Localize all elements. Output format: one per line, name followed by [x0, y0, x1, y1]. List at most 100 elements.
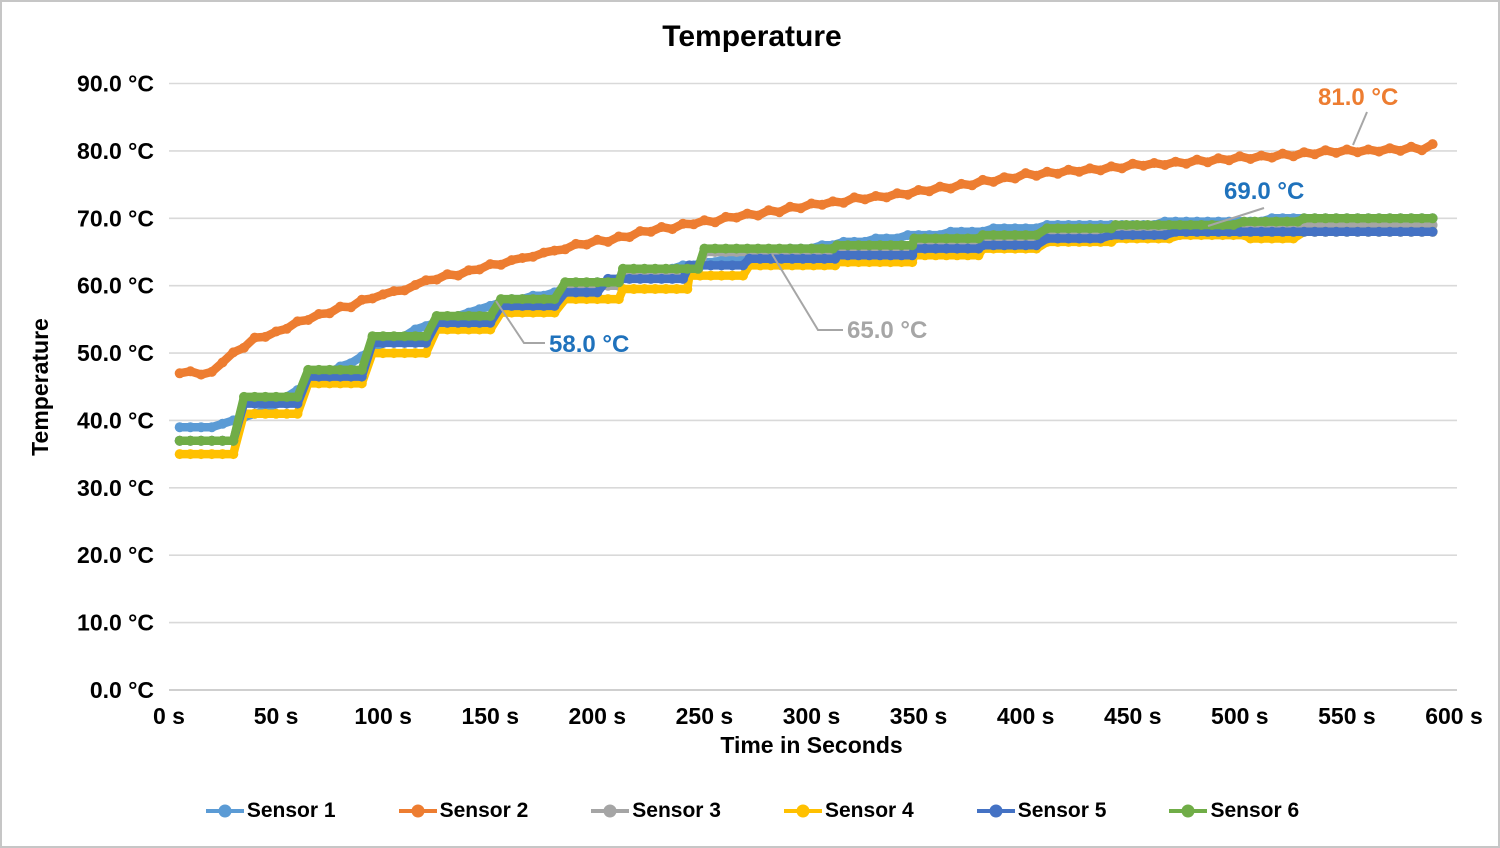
- data-point-marker: [292, 391, 303, 402]
- data-point-marker: [367, 331, 378, 342]
- data-point-marker: [442, 269, 453, 280]
- y-tick-label: 90.0 °C: [77, 71, 154, 97]
- data-point-marker: [388, 331, 399, 342]
- data-point-marker: [174, 368, 185, 379]
- data-point-marker: [1020, 240, 1031, 251]
- data-point-marker: [335, 364, 346, 375]
- data-point-marker: [650, 263, 661, 274]
- data-point-marker: [699, 243, 710, 254]
- data-point-marker: [1074, 233, 1085, 244]
- data-point-marker: [1256, 150, 1267, 161]
- data-point-marker: [528, 294, 539, 305]
- data-point-marker: [753, 210, 763, 221]
- data-point-marker: [1341, 226, 1352, 237]
- data-point-marker: [581, 239, 592, 250]
- data-point-marker: [639, 284, 650, 294]
- data-point-marker: [335, 301, 346, 312]
- data-point-marker: [699, 215, 710, 226]
- data-point-marker: [206, 366, 217, 377]
- data-point-marker: [1095, 223, 1106, 234]
- data-point-marker: [650, 284, 661, 294]
- data-point-marker: [678, 218, 688, 229]
- data-point-marker: [1416, 226, 1427, 237]
- data-point-marker: [635, 226, 646, 237]
- annotation-label: 65.0 °C: [847, 317, 927, 344]
- data-point-marker: [1224, 155, 1235, 166]
- data-point-marker: [999, 230, 1010, 241]
- data-point-marker: [1063, 164, 1074, 175]
- data-point-marker: [1309, 213, 1320, 224]
- x-tick-label: 50 s: [254, 703, 299, 729]
- data-point-marker: [570, 277, 581, 288]
- data-point-marker: [185, 449, 196, 460]
- data-point-marker: [763, 205, 774, 216]
- data-point-marker: [517, 294, 528, 305]
- data-point-marker: [281, 323, 292, 334]
- data-point-marker: [832, 240, 843, 251]
- data-point-marker: [1052, 223, 1063, 234]
- data-point-marker: [797, 253, 808, 264]
- data-point-marker: [613, 294, 624, 305]
- data-point-marker: [941, 233, 952, 244]
- data-point-marker: [538, 294, 549, 305]
- data-point-marker: [1213, 153, 1224, 164]
- data-point-marker: [292, 408, 303, 419]
- data-point-marker: [720, 211, 731, 222]
- data-point-marker: [1277, 226, 1288, 237]
- data-point-marker: [592, 287, 603, 298]
- data-point-marker: [324, 364, 335, 375]
- data-point-marker: [988, 230, 999, 241]
- annotation-label: 58.0 °C: [549, 331, 629, 358]
- legend-marker-icon: [398, 804, 437, 818]
- data-point-marker: [819, 253, 830, 264]
- data-point-marker: [977, 174, 988, 185]
- data-point-marker: [1288, 226, 1299, 237]
- data-point-marker: [1074, 223, 1085, 234]
- data-point-marker: [217, 418, 228, 429]
- data-point-marker: [1282, 216, 1292, 227]
- data-point-marker: [528, 251, 539, 262]
- data-point-marker: [1341, 213, 1352, 224]
- data-point-marker: [570, 287, 581, 298]
- data-point-marker: [485, 311, 496, 321]
- data-point-marker: [196, 422, 207, 433]
- data-point-marker: [249, 408, 260, 419]
- data-point-marker: [682, 263, 693, 274]
- data-point-marker: [196, 449, 207, 460]
- data-point-marker: [271, 326, 282, 337]
- data-point-marker: [956, 178, 967, 189]
- data-point-marker: [1010, 240, 1020, 251]
- legend-item-sensor-1: Sensor 1: [205, 799, 336, 823]
- data-point-marker: [1042, 223, 1053, 234]
- legend-item-sensor-6: Sensor 6: [1168, 799, 1299, 823]
- data-point-marker: [1352, 226, 1363, 237]
- data-point-marker: [1138, 160, 1149, 171]
- data-point-marker: [671, 284, 682, 294]
- data-point-marker: [842, 240, 853, 251]
- data-point-marker: [1031, 170, 1042, 181]
- data-point-marker: [1256, 226, 1267, 237]
- data-point-marker: [795, 203, 806, 214]
- legend-item-sensor-2: Sensor 2: [398, 799, 528, 823]
- data-point-marker: [313, 309, 324, 319]
- data-point-marker: [1363, 144, 1374, 155]
- data-point-marker: [1406, 226, 1417, 237]
- data-point-marker: [635, 273, 646, 284]
- data-point-marker: [639, 263, 650, 274]
- data-point-marker: [1020, 168, 1031, 179]
- data-point-marker: [217, 435, 228, 446]
- data-point-marker: [881, 192, 892, 203]
- data-point-marker: [399, 285, 410, 296]
- data-point-marker: [727, 270, 738, 281]
- data-point-marker: [1192, 154, 1202, 165]
- data-point-marker: [281, 391, 292, 402]
- data-point-marker: [962, 233, 973, 244]
- data-point-marker: [710, 217, 721, 228]
- data-point-marker: [682, 284, 693, 294]
- data-point-marker: [313, 364, 324, 375]
- data-point-marker: [962, 243, 973, 254]
- data-point-marker: [1234, 151, 1245, 162]
- data-point-marker: [260, 331, 271, 342]
- data-point-marker: [388, 348, 399, 359]
